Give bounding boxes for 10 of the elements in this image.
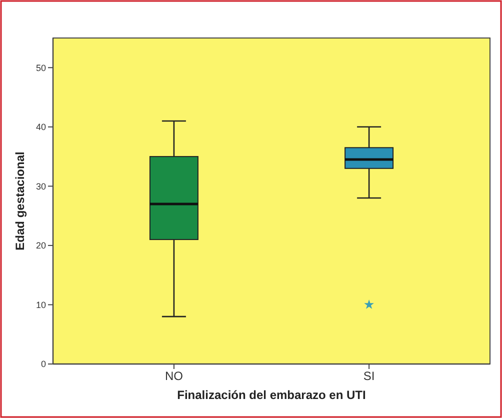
y-tick-label: 0 — [40, 359, 46, 370]
y-tick-label: 10 — [36, 300, 46, 310]
y-tick-label: 30 — [36, 181, 46, 192]
y-tick-label: 40 — [36, 122, 46, 132]
y-axis-title: Edad gestacional — [13, 152, 27, 250]
y-tick-label: 20 — [36, 240, 46, 251]
x-axis-title: Finalización del embarazo en UTI — [177, 388, 366, 402]
x-tick-label: NO — [164, 369, 183, 383]
y-tick-label: 50 — [36, 62, 46, 73]
x-tick-label: SI — [363, 369, 375, 383]
